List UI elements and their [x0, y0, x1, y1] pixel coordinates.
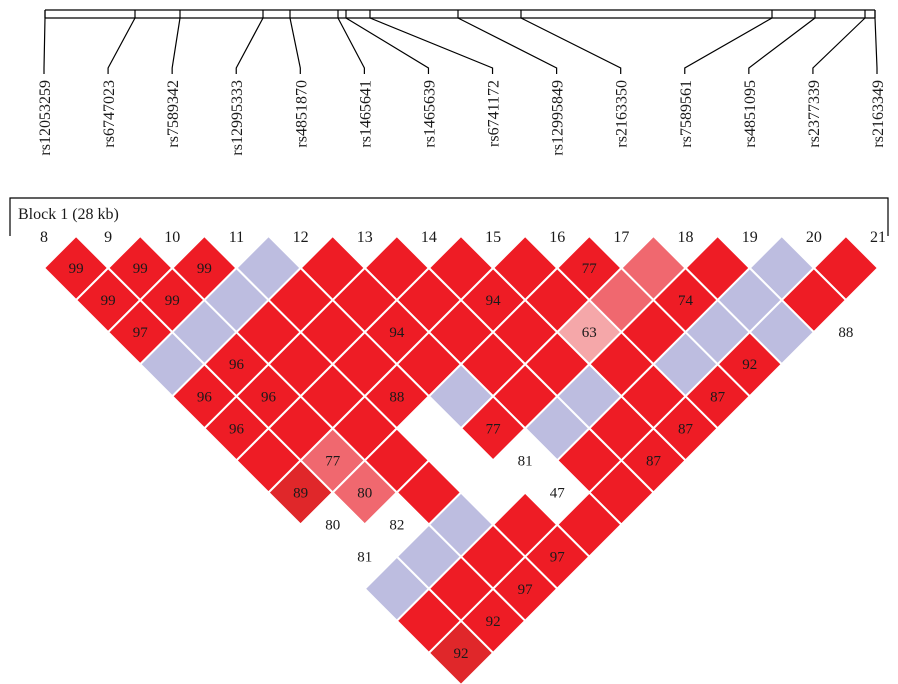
- snp-connector: [171, 17, 181, 74]
- snp-index-label: 13: [357, 229, 373, 246]
- ld-value-label: 77: [325, 453, 341, 469]
- snp-index-label: 20: [806, 229, 822, 246]
- ld-value-label: 94: [486, 293, 502, 309]
- ld-value-label: 80: [357, 486, 372, 502]
- ld-value-label: 96: [229, 421, 245, 437]
- snp-label: rs1465641: [357, 80, 374, 148]
- snp-label: rs1465639: [421, 80, 438, 148]
- snp-index-label: 15: [485, 229, 501, 246]
- snp-index-label: 10: [164, 229, 180, 246]
- ld-value-label: 96: [197, 389, 213, 405]
- ld-value-label: 87: [710, 389, 726, 405]
- ld-value-label: 88: [838, 325, 853, 341]
- snp-label: rs6741172: [486, 80, 503, 147]
- ld-cell: [427, 619, 495, 684]
- snp-label: rs7589342: [165, 80, 182, 148]
- snp-label: rs12053259: [37, 80, 54, 156]
- snp-index-label: 16: [549, 229, 565, 246]
- ld-value-label: 81: [518, 453, 533, 469]
- ld-value-label: 97: [550, 550, 566, 566]
- snp-index-label: 18: [678, 229, 694, 246]
- ld-value-label: 47: [550, 486, 566, 502]
- snp-index-label: 8: [40, 229, 48, 246]
- ld-value-label: 99: [101, 293, 116, 309]
- ld-value-label: 80: [325, 518, 340, 534]
- ld-value-label: 77: [582, 261, 598, 277]
- snp-index-label: 14: [421, 229, 437, 246]
- snp-index-label: 11: [229, 229, 244, 246]
- snp-connector: [107, 17, 136, 74]
- snp-label: rs6747023: [101, 80, 118, 148]
- snp-connector: [684, 17, 773, 74]
- snp-labels: rs12053259 rs6747023 rs7589342 rs12995333 rs…: [37, 80, 887, 156]
- ld-value-label: 96: [261, 389, 277, 405]
- snp-label: rs2163350: [614, 80, 631, 148]
- snp-connector: [289, 17, 301, 74]
- ld-value-label: 63: [582, 325, 597, 341]
- ld-value-label: 94: [389, 325, 405, 341]
- snp-label: rs7589561: [678, 80, 695, 148]
- ld-value-label: 92: [742, 357, 757, 373]
- ld-value-label: 96: [229, 357, 245, 373]
- snp-index-label: 21: [870, 229, 886, 246]
- ld-value-label: 74: [678, 293, 694, 309]
- snp-label: rs4851095: [742, 80, 759, 148]
- ld-value-label: 77: [486, 421, 502, 437]
- ld-value-label: 99: [133, 261, 148, 277]
- ld-value-label: 88: [389, 389, 404, 405]
- snp-connector: [345, 17, 430, 74]
- snp-connector: [235, 17, 264, 74]
- snp-connector: [43, 17, 46, 74]
- snp-label: rs12995333: [229, 80, 246, 156]
- ld-value-label: 99: [69, 261, 84, 277]
- ld-values: 99 99 99 99 99 94 74 97 94 63 88 96 92 96 96 88 87 96 77 87…: [69, 261, 854, 662]
- ld-value-label: 82: [389, 518, 404, 534]
- snp-index-label: 12: [293, 229, 309, 246]
- snp-connector: [457, 17, 558, 74]
- ld-value-label: 97: [518, 582, 534, 598]
- snp-index-label: 19: [742, 229, 758, 246]
- ld-cells: [42, 234, 880, 684]
- snp-position-ticks: [43, 10, 878, 74]
- ld-value-label: 92: [486, 614, 501, 630]
- ld-value-label: 99: [165, 293, 180, 309]
- snp-label: rs2377339: [806, 80, 823, 148]
- snp-label: rs2163349: [870, 80, 887, 148]
- snp-connector: [748, 17, 816, 74]
- snp-index-labels: 8 9 10 11 12 13 14 15 16 17 18 19 20 21: [40, 229, 886, 246]
- ld-value-label: 87: [678, 421, 694, 437]
- ld-value-label: 89: [293, 486, 308, 502]
- snp-label: rs12995849: [550, 80, 567, 156]
- ld-value-label: 92: [454, 646, 469, 662]
- ld-value-label: 97: [133, 325, 149, 341]
- snp-connector: [874, 17, 878, 74]
- block-frame: [9, 197, 889, 236]
- snp-connector: [520, 17, 622, 74]
- block-title: Block 1 (28 kb): [18, 206, 119, 223]
- snp-index-label: 17: [613, 229, 629, 246]
- snp-label: rs4851870: [293, 80, 310, 148]
- ld-value-label: 99: [197, 261, 212, 277]
- ld-value-label: 87: [646, 453, 662, 469]
- snp-index-label: 9: [104, 229, 112, 246]
- ld-value-label: 81: [357, 550, 372, 566]
- snp-connector: [369, 17, 494, 74]
- snp-connector: [337, 17, 365, 74]
- snp-connector: [812, 17, 866, 74]
